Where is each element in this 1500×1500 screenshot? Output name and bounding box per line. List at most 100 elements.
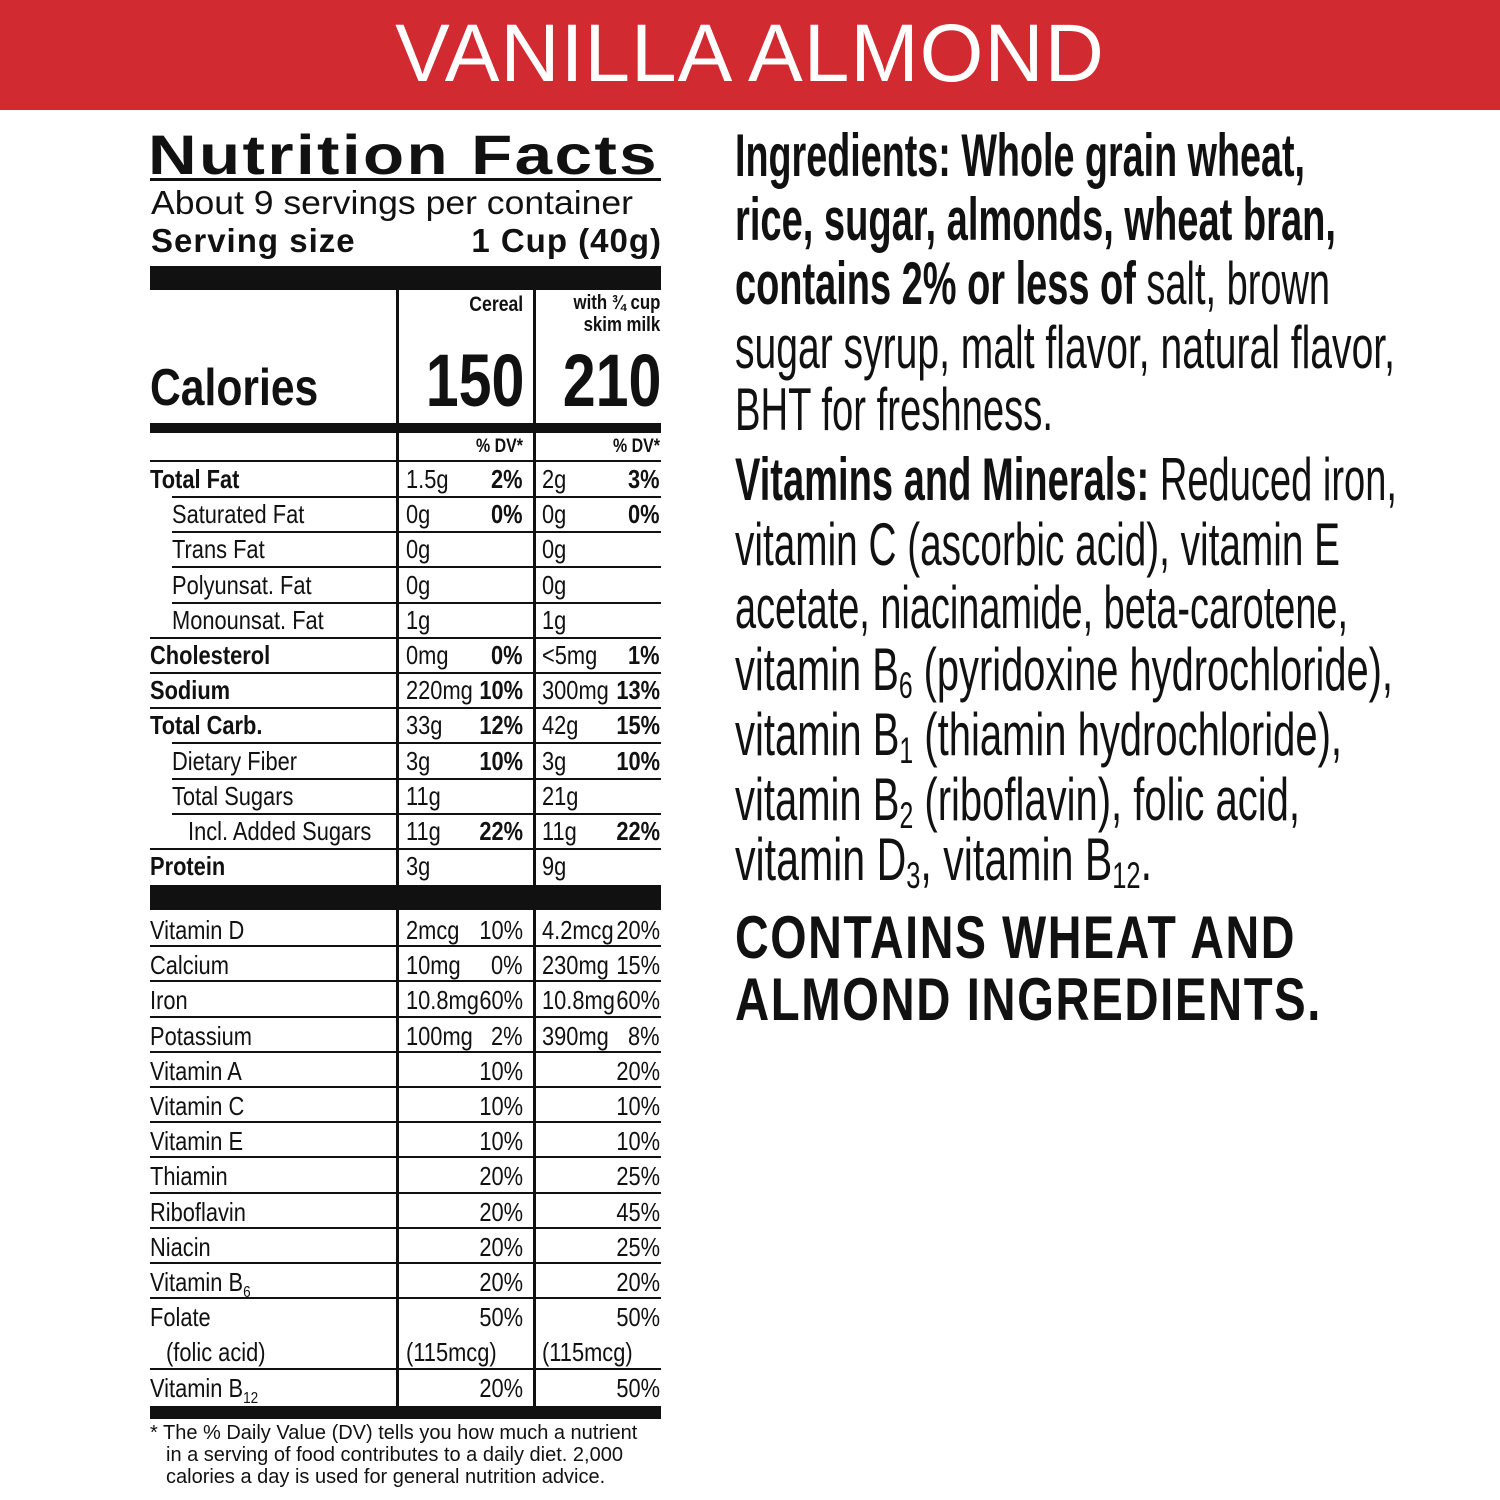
ingredient-line: acetate, niacinamide, beta-carotene, bbox=[735, 576, 1500, 640]
milk-dv: 8% bbox=[622, 1019, 660, 1054]
column-divider bbox=[396, 290, 399, 423]
milk-dv-text: 20% bbox=[616, 1267, 660, 1297]
column-divider bbox=[533, 433, 536, 885]
milk-dv: 20% bbox=[608, 913, 660, 948]
nutrient-name-text: Incl. Added Sugars bbox=[188, 816, 372, 846]
text: BHT for freshness. bbox=[735, 376, 1053, 443]
cereal-amount: 3g bbox=[406, 744, 435, 779]
milk-dv: 50% bbox=[608, 1371, 660, 1406]
milk-amount: 1g bbox=[542, 603, 571, 638]
vitamin-name-text: Vitamin B12 bbox=[150, 1372, 259, 1407]
vitamin-name: Potassium bbox=[150, 1019, 271, 1054]
vitamin-name-text: Vitamin C bbox=[150, 1091, 245, 1121]
row-divider bbox=[150, 1156, 661, 1159]
milk-dv: 25% bbox=[608, 1230, 660, 1265]
thick-divider bbox=[150, 1406, 661, 1419]
ingredient-line: rice, sugar, almonds, wheat bran, bbox=[735, 188, 1500, 252]
servings-per-container: About 9 servings per container bbox=[151, 184, 633, 221]
milk-dv: 15% bbox=[608, 708, 660, 743]
milk-amount: 390mg bbox=[542, 1019, 622, 1054]
milk-amount-text: 10.8mg bbox=[542, 985, 615, 1016]
allergen-statement: CONTAINS WHEAT AND bbox=[735, 906, 1457, 970]
nutrient-name: Total Sugars bbox=[172, 779, 317, 814]
cereal-dv-text: 10% bbox=[479, 1055, 523, 1086]
cereal-amount-text: 33g bbox=[406, 710, 443, 741]
text: (thiamin hydrochloride), bbox=[913, 701, 1342, 768]
cereal-dv: 60% bbox=[471, 983, 523, 1018]
cereal-dv-text: 10% bbox=[479, 1091, 523, 1121]
cereal-dv-text: 12% bbox=[479, 710, 523, 741]
milk-dv-text: 10% bbox=[616, 1091, 660, 1121]
row-divider bbox=[150, 1191, 661, 1194]
cereal-amount: 0mg bbox=[406, 638, 457, 673]
cereal-amount-text: 10mg bbox=[406, 950, 461, 981]
row-divider bbox=[150, 1297, 661, 1300]
row-divider bbox=[150, 1015, 661, 1018]
cereal-amount-text: 3g bbox=[406, 851, 431, 882]
cereal-amount-text: 11g bbox=[406, 780, 441, 811]
ingredient-line: vitamin B6 (pyridoxine hydrochloride), bbox=[735, 636, 1500, 704]
vitamin-name-text: Vitamin B6 bbox=[150, 1267, 251, 1302]
nutrient-name-text: Saturated Fat bbox=[172, 499, 305, 530]
milk-amount-text: 9g bbox=[542, 851, 567, 882]
nutrient-name-text: Total Fat bbox=[150, 464, 240, 494]
milk-amount-text: <5mg bbox=[542, 640, 598, 670]
cereal-amount: 0g bbox=[406, 568, 435, 603]
allergen-text: CONTAINS WHEAT AND bbox=[735, 904, 1296, 971]
cereal-amount: 10.8mg bbox=[406, 983, 493, 1018]
column-header-cereal: Cereal bbox=[469, 293, 523, 316]
vitamin-name: Vitamin D bbox=[150, 913, 262, 948]
cereal-dv-text: 0% bbox=[491, 950, 523, 981]
cereal-amount-text: 3g bbox=[406, 745, 431, 776]
milk-dv: 1% bbox=[622, 638, 660, 673]
serving-size-value: 1 Cup (40g) bbox=[471, 222, 662, 259]
ingredient-line-text: vitamin C (ascorbic acid), vitamin E bbox=[735, 513, 1340, 577]
milk-amount: (115mcg) bbox=[542, 1335, 650, 1370]
milk-dv-text: 8% bbox=[628, 1020, 660, 1051]
text: vitamin B bbox=[735, 701, 900, 768]
vitamin-name-text: Calcium bbox=[150, 950, 229, 981]
cereal-amount: (115mcg) bbox=[406, 1335, 514, 1370]
nutrient-name-text: Dietary Fiber bbox=[172, 745, 298, 776]
nutrient-name-text: Total Carb. bbox=[150, 710, 263, 741]
ingredient-line: sugar syrup, malt flavor, natural flavor… bbox=[735, 316, 1500, 380]
row-divider bbox=[172, 812, 661, 815]
milk-dv: 13% bbox=[608, 673, 660, 708]
nutrient-name-text: Trans Fat bbox=[172, 534, 265, 565]
milk-amount: 9g bbox=[542, 849, 571, 884]
allergen-statement: ALMOND INGREDIENTS. bbox=[735, 968, 1480, 1032]
cereal-dv: 20% bbox=[471, 1230, 523, 1265]
column-divider bbox=[396, 910, 399, 1407]
vitamin-name-text: Folate bbox=[150, 1302, 211, 1333]
milk-amount: 3g bbox=[542, 744, 571, 779]
cereal-amount-text: 220mg bbox=[406, 675, 473, 706]
cereal-dv: 2% bbox=[485, 462, 523, 497]
ingredient-line-text: acetate, niacinamide, beta-carotene, bbox=[735, 576, 1348, 640]
vitamin-name: Calcium bbox=[150, 948, 244, 983]
cereal-dv-text: 10% bbox=[479, 1126, 523, 1157]
milk-dv: 0% bbox=[622, 497, 660, 532]
cereal-dv-text: 20% bbox=[479, 1372, 523, 1403]
cereal-dv: 2% bbox=[485, 1019, 523, 1054]
ingredient-line-text: rice, sugar, almonds, wheat bran, bbox=[735, 188, 1336, 252]
milk-amount-text: 230mg bbox=[542, 950, 609, 981]
nutrient-name: Dietary Fiber bbox=[172, 744, 321, 779]
cereal-dv-text: 10% bbox=[479, 915, 523, 945]
milk-amount-text: 42g bbox=[542, 710, 579, 741]
milk-amount-text: 2g bbox=[542, 464, 567, 494]
row-divider bbox=[172, 601, 661, 604]
cereal-dv: 10% bbox=[471, 744, 523, 779]
nutrient-name: Monounsat. Fat bbox=[172, 603, 353, 638]
vitamin-name-text: Niacin bbox=[150, 1231, 211, 1262]
text: (pyridoxine hydrochloride), bbox=[912, 636, 1393, 703]
dv-header-cereal: % DV* bbox=[475, 436, 523, 457]
cereal-amount: 0g bbox=[406, 497, 435, 532]
cereal-amount-text: 0mg bbox=[406, 640, 449, 670]
nutrient-name-text: Total Sugars bbox=[172, 780, 294, 811]
milk-dv-text: 15% bbox=[616, 710, 660, 741]
vitamin-name: Vitamin A bbox=[150, 1054, 259, 1089]
cereal-dv: 10% bbox=[471, 913, 523, 948]
subscript: 2 bbox=[899, 794, 914, 837]
cereal-dv: 20% bbox=[471, 1195, 523, 1230]
text: Reduced iron, bbox=[1149, 446, 1397, 513]
